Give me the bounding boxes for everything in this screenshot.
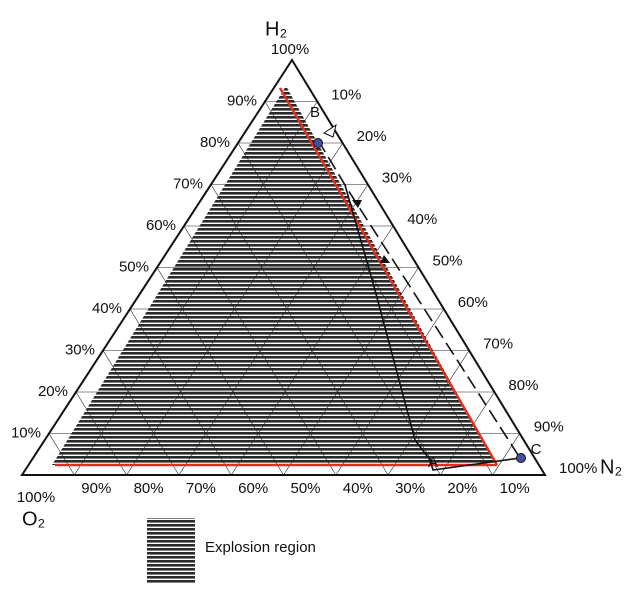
grid-line bbox=[74, 101, 318, 476]
tick-label: 20% bbox=[38, 383, 68, 400]
tick-label: 20% bbox=[447, 480, 477, 497]
grid-line bbox=[178, 184, 369, 476]
red-boundary bbox=[278, 87, 499, 466]
tick-label: 50% bbox=[433, 252, 463, 269]
point-label: B bbox=[310, 104, 320, 121]
tick-label: 100% bbox=[17, 489, 55, 506]
grid-line bbox=[210, 184, 389, 476]
tick-label: 40% bbox=[407, 211, 437, 228]
arrow bbox=[352, 200, 362, 208]
vertex-label: N₂ bbox=[600, 456, 622, 478]
tick-label: 30% bbox=[395, 480, 425, 497]
legend-label: Explosion region bbox=[205, 539, 316, 556]
grid-line bbox=[237, 142, 441, 476]
dashed-path bbox=[317, 139, 521, 459]
tick-label: 40% bbox=[92, 300, 122, 317]
tick-label: 100% bbox=[271, 41, 309, 58]
tick-label: 10% bbox=[500, 480, 530, 497]
tick-label: 100% bbox=[559, 460, 597, 477]
tick-label: 80% bbox=[508, 377, 538, 394]
tick-label: 70% bbox=[186, 480, 216, 497]
tick-label: 80% bbox=[200, 134, 230, 151]
grid-line bbox=[102, 350, 180, 476]
point-label: C bbox=[531, 441, 542, 458]
point-label: A bbox=[428, 454, 438, 471]
tick-label: 50% bbox=[119, 258, 149, 275]
tick-label: 20% bbox=[357, 128, 387, 145]
tick-label: 60% bbox=[458, 294, 488, 311]
grid bbox=[48, 101, 520, 476]
point-c bbox=[516, 453, 526, 463]
tick-label: 60% bbox=[146, 217, 176, 234]
tick-label: 10% bbox=[11, 424, 41, 441]
tick-label: 70% bbox=[483, 335, 513, 352]
tick-label: 70% bbox=[173, 175, 203, 192]
tick-label: 30% bbox=[382, 169, 412, 186]
tick-label: 40% bbox=[343, 480, 373, 497]
tick-label: 90% bbox=[534, 418, 564, 435]
grid-line bbox=[264, 101, 493, 476]
tick-label: 10% bbox=[331, 86, 361, 103]
triangle bbox=[20, 58, 547, 476]
tick-label: 30% bbox=[65, 341, 95, 358]
legend-swatch bbox=[147, 518, 195, 584]
tick-label: 90% bbox=[227, 92, 257, 109]
grid-line bbox=[387, 350, 470, 476]
tick-label: 80% bbox=[134, 480, 164, 497]
tick-label: 60% bbox=[238, 480, 268, 497]
tick-label: 90% bbox=[81, 480, 111, 497]
vertex-label: O₂ bbox=[22, 508, 45, 530]
arrow bbox=[380, 255, 390, 263]
arrow bbox=[322, 123, 337, 138]
grid-line bbox=[156, 267, 284, 476]
grid-line bbox=[48, 433, 75, 476]
explosion-region bbox=[52, 86, 497, 465]
grid-line bbox=[492, 433, 520, 476]
solid-path bbox=[344, 184, 521, 471]
tick-label: 50% bbox=[290, 480, 320, 497]
point-b bbox=[313, 138, 323, 148]
vertex-label: H₂ bbox=[265, 18, 287, 40]
grid-line bbox=[126, 142, 343, 476]
grid-line bbox=[283, 267, 419, 476]
